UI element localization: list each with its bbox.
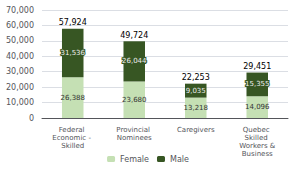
svg-text:50,000: 50,000 xyxy=(6,36,34,45)
svg-text:Economic -: Economic - xyxy=(52,134,93,142)
svg-text:23,680: 23,680 xyxy=(122,96,147,104)
svg-text:Nominees: Nominees xyxy=(117,134,152,142)
svg-text:Female: Female xyxy=(120,155,149,164)
svg-text:60,000: 60,000 xyxy=(6,21,34,30)
svg-text:13,218: 13,218 xyxy=(183,104,208,112)
svg-text:70,000: 70,000 xyxy=(6,6,34,15)
svg-text:Male: Male xyxy=(170,155,189,164)
svg-text:14,096: 14,096 xyxy=(245,103,270,111)
svg-text:26,044: 26,044 xyxy=(122,57,147,65)
svg-text:22,253: 22,253 xyxy=(182,73,210,82)
svg-text:31,536: 31,536 xyxy=(60,49,85,57)
svg-text:40,000: 40,000 xyxy=(6,52,34,61)
svg-text:Provincial: Provincial xyxy=(116,126,152,134)
svg-text:30,000: 30,000 xyxy=(6,67,34,76)
svg-text:Skilled: Skilled xyxy=(245,134,270,142)
svg-text:15,355: 15,355 xyxy=(245,80,270,88)
svg-text:29,451: 29,451 xyxy=(243,62,271,71)
svg-text:57,924: 57,924 xyxy=(59,18,87,27)
svg-text:Caregivers: Caregivers xyxy=(177,126,215,134)
svg-text:Federal: Federal xyxy=(59,126,87,134)
svg-text:Business: Business xyxy=(242,150,273,158)
svg-text:Workers &: Workers & xyxy=(239,142,276,150)
svg-text:9,035: 9,035 xyxy=(186,87,206,95)
svg-text:Skilled: Skilled xyxy=(61,142,84,150)
svg-text:49,724: 49,724 xyxy=(120,31,148,40)
svg-text:0: 0 xyxy=(29,114,34,123)
svg-text:10,000: 10,000 xyxy=(6,98,34,107)
svg-text:Quebec: Quebec xyxy=(243,126,272,134)
svg-text:26,388: 26,388 xyxy=(60,94,85,102)
svg-text:20,000: 20,000 xyxy=(6,83,34,92)
